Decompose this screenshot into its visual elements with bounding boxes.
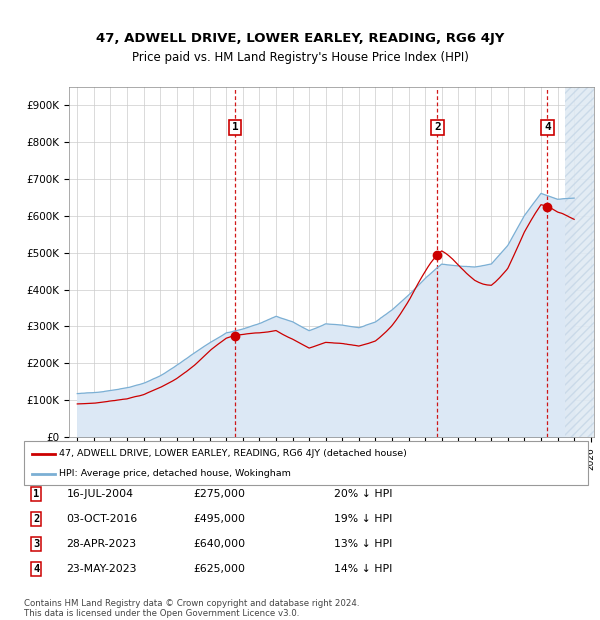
Text: 47, ADWELL DRIVE, LOWER EARLEY, READING, RG6 4JY: 47, ADWELL DRIVE, LOWER EARLEY, READING,…: [96, 32, 504, 45]
Text: Contains HM Land Registry data © Crown copyright and database right 2024.: Contains HM Land Registry data © Crown c…: [24, 600, 359, 608]
Text: 03-OCT-2016: 03-OCT-2016: [66, 514, 137, 524]
Text: 4: 4: [33, 564, 40, 574]
FancyBboxPatch shape: [24, 441, 588, 485]
Text: 28-APR-2023: 28-APR-2023: [66, 539, 136, 549]
Text: 1: 1: [33, 489, 40, 499]
Text: 2: 2: [33, 514, 40, 524]
Text: 19% ↓ HPI: 19% ↓ HPI: [334, 514, 392, 524]
Text: Price paid vs. HM Land Registry's House Price Index (HPI): Price paid vs. HM Land Registry's House …: [131, 51, 469, 63]
Text: £495,000: £495,000: [193, 514, 245, 524]
Text: 4: 4: [544, 122, 551, 132]
Text: HPI: Average price, detached house, Wokingham: HPI: Average price, detached house, Woki…: [59, 469, 291, 479]
Text: £275,000: £275,000: [193, 489, 245, 499]
Text: 2: 2: [434, 122, 441, 132]
Text: £625,000: £625,000: [193, 564, 245, 574]
Text: 13% ↓ HPI: 13% ↓ HPI: [334, 539, 392, 549]
Text: £640,000: £640,000: [193, 539, 245, 549]
Text: 23-MAY-2023: 23-MAY-2023: [66, 564, 137, 574]
Text: 3: 3: [33, 539, 40, 549]
Text: This data is licensed under the Open Government Licence v3.0.: This data is licensed under the Open Gov…: [24, 609, 299, 618]
Text: 20% ↓ HPI: 20% ↓ HPI: [334, 489, 393, 499]
Text: 16-JUL-2004: 16-JUL-2004: [66, 489, 133, 499]
Text: 1: 1: [232, 122, 239, 132]
Text: 14% ↓ HPI: 14% ↓ HPI: [334, 564, 392, 574]
Text: 47, ADWELL DRIVE, LOWER EARLEY, READING, RG6 4JY (detached house): 47, ADWELL DRIVE, LOWER EARLEY, READING,…: [59, 449, 407, 458]
